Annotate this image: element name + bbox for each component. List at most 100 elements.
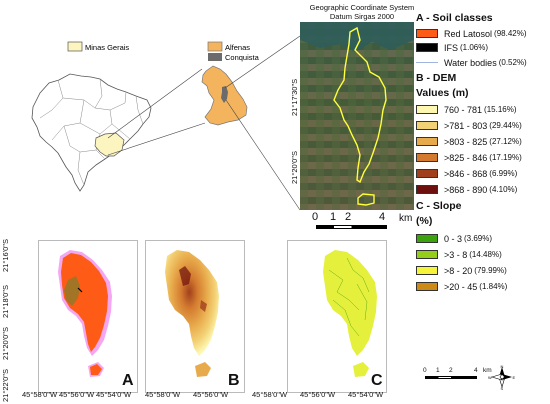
- legend-soil-title: A - Soil classes: [416, 12, 493, 24]
- soil-label-ifs: IFS: [444, 42, 459, 53]
- soil-pct-red-latosol: (98.42%): [494, 29, 527, 38]
- legend-slope-title: C - Slope: [416, 200, 462, 212]
- soil-swatch-red-latosol: [416, 29, 438, 38]
- lon-label-c-3: 45°54'0"W: [348, 390, 384, 399]
- lon-label-a-1: 45°58'0"W: [22, 390, 58, 399]
- panel-label-a: A: [122, 372, 134, 389]
- legend-slope-row-4: >20 - 45 (1.84%): [416, 281, 507, 292]
- legend-slope-row-1: 0 - 3 (3.69%): [416, 233, 492, 244]
- slope-label-1: 0 - 3: [444, 233, 463, 244]
- legend-slope-row-2: >3 - 8 (14.48%): [416, 249, 502, 260]
- soil-pct-water: (0.52%): [498, 58, 527, 67]
- compass-e: E: [513, 375, 516, 380]
- slope-pct-4: (1.84%): [479, 282, 508, 291]
- brazil-map: [31, 73, 152, 192]
- compass-n: N: [501, 364, 504, 369]
- dem-pct-3: (27.12%): [489, 137, 522, 146]
- compass-s: S: [501, 386, 504, 390]
- minas-gerais-label: Minas Gerais: [85, 43, 129, 52]
- minas-gerais-swatch: [67, 41, 83, 52]
- coordinate-system-title: Geographic Coordinate System: [309, 3, 415, 12]
- panel-label-c: C: [371, 372, 383, 389]
- soil-label-red-latosol: Red Latosol: [444, 28, 493, 39]
- dem-map-shape: [165, 250, 219, 377]
- legend-dem-row-1: 760 - 781 (15.16%): [416, 104, 517, 115]
- slope-swatch-2: [416, 250, 438, 259]
- dem-pct-6: (4.10%): [489, 185, 518, 194]
- reservoir: [300, 22, 414, 52]
- legend-dem-subtitle: Values (m): [416, 87, 469, 99]
- legend-dem-row-3: >803 - 825 (27.12%): [416, 136, 522, 147]
- legend-dem-title: B - DEM: [416, 72, 457, 84]
- lon-label-b-2: 45°56'0"W: [193, 390, 229, 399]
- dem-swatch-2: [416, 121, 438, 130]
- bottom-scale-bar: 0 1 2 4 km: [423, 367, 503, 387]
- soil-swatch-water: [416, 62, 438, 63]
- soil-swatch-ifs: [416, 43, 438, 52]
- dem-label-3: >803 - 825: [444, 136, 488, 147]
- legend-soil-row-1: Red Latosol (98.42%): [416, 28, 527, 39]
- legend-dem-row-4: >825 - 846 (17.19%): [416, 152, 522, 163]
- bottom-scale-tick-1: 1: [436, 367, 440, 374]
- lon-label-a-2: 45°56'0"W: [59, 390, 95, 399]
- compass-w: W: [488, 375, 492, 380]
- dem-swatch-4: [416, 153, 438, 162]
- legend-slope-subtitle: (%): [416, 215, 433, 227]
- farm-boundary: [333, 26, 387, 206]
- slope-label-2: >3 - 8: [444, 249, 468, 260]
- location-inset: Minas Gerais Alfenas Conquista: [31, 35, 300, 211]
- satellite-image: [300, 22, 414, 210]
- satellite-scale-bar: 0 1 2 4 km: [312, 211, 412, 233]
- north-arrow-icon: N S W E: [488, 364, 516, 390]
- datum-title: Datum Sirgas 2000: [329, 12, 395, 21]
- sat-lat-label-1: 21°17'30"S: [290, 78, 299, 116]
- legend-dem-row-5: >846 - 868 (6.99%): [416, 168, 517, 179]
- conquista-label: Conquista: [225, 53, 260, 62]
- soil-map-panel: [38, 240, 138, 393]
- dem-pct-5: (6.99%): [489, 169, 518, 178]
- dem-swatch-5: [416, 169, 438, 178]
- map-lat-label-1: 21°16'0"S: [1, 239, 10, 272]
- slope-map-shape: [323, 250, 377, 377]
- map-lat-label-4: 21°22'0"S: [1, 369, 10, 402]
- dem-swatch-1: [416, 105, 438, 114]
- sat-scale-tick-0: 0: [312, 211, 319, 223]
- dem-pct-1: (15.16%): [484, 105, 517, 114]
- slope-pct-3: (79.99%): [474, 266, 507, 275]
- bottom-scale-tick-3: 4: [474, 367, 478, 374]
- legend-slope-row-3: >8 - 20 (79.99%): [416, 265, 507, 276]
- conquista-farm: [221, 86, 228, 103]
- legend-soil-row-2: IFS (1.06%): [416, 42, 488, 53]
- sat-scale-unit: km: [399, 213, 413, 224]
- soil-map-shape: [58, 250, 112, 377]
- slope-swatch-4: [416, 282, 438, 291]
- dem-label-1: 760 - 781: [444, 104, 483, 115]
- slope-map-panel: [287, 240, 387, 393]
- dem-swatch-6: [416, 185, 438, 194]
- dem-label-4: >825 - 846: [444, 152, 488, 163]
- dem-pct-2: (29.44%): [489, 121, 522, 130]
- slope-swatch-1: [416, 234, 438, 243]
- bottom-scale-tick-0: 0: [423, 367, 427, 374]
- slope-pct-1: (3.69%): [464, 234, 493, 243]
- legend-dem-row-6: >868 - 890 (4.10%): [416, 184, 517, 195]
- sat-lat-label-2: 21°20'0"S: [290, 151, 299, 184]
- leader-lines: [107, 35, 300, 211]
- coordinate-system-note: Geographic Coordinate System Datum Sirga…: [306, 3, 418, 21]
- bottom-scale-tick-2: 2: [449, 367, 453, 374]
- legend-dem-row-2: >781 - 803 (29.44%): [416, 120, 522, 131]
- dem-label-2: >781 - 803: [444, 120, 488, 131]
- alfenas-swatch: [207, 41, 223, 52]
- lon-label-c-1: 45°58'0"W: [252, 390, 288, 399]
- sat-scale-tick-2: 2: [345, 211, 352, 223]
- state-borders: [39, 78, 144, 186]
- sat-scale-tick-3: 4: [379, 211, 386, 223]
- dem-label-5: >846 - 868: [444, 168, 488, 179]
- dem-map-panel: [145, 240, 245, 393]
- dem-pct-4: (17.19%): [489, 153, 522, 162]
- soil-label-water: Water bodies: [444, 57, 497, 68]
- bottom-scale-bar-graphic: [425, 376, 477, 379]
- lon-label-a-3: 45°54'0"W: [96, 390, 132, 399]
- conquista-swatch: [208, 53, 222, 61]
- lon-label-b-1: 45°58'0"W: [145, 390, 181, 399]
